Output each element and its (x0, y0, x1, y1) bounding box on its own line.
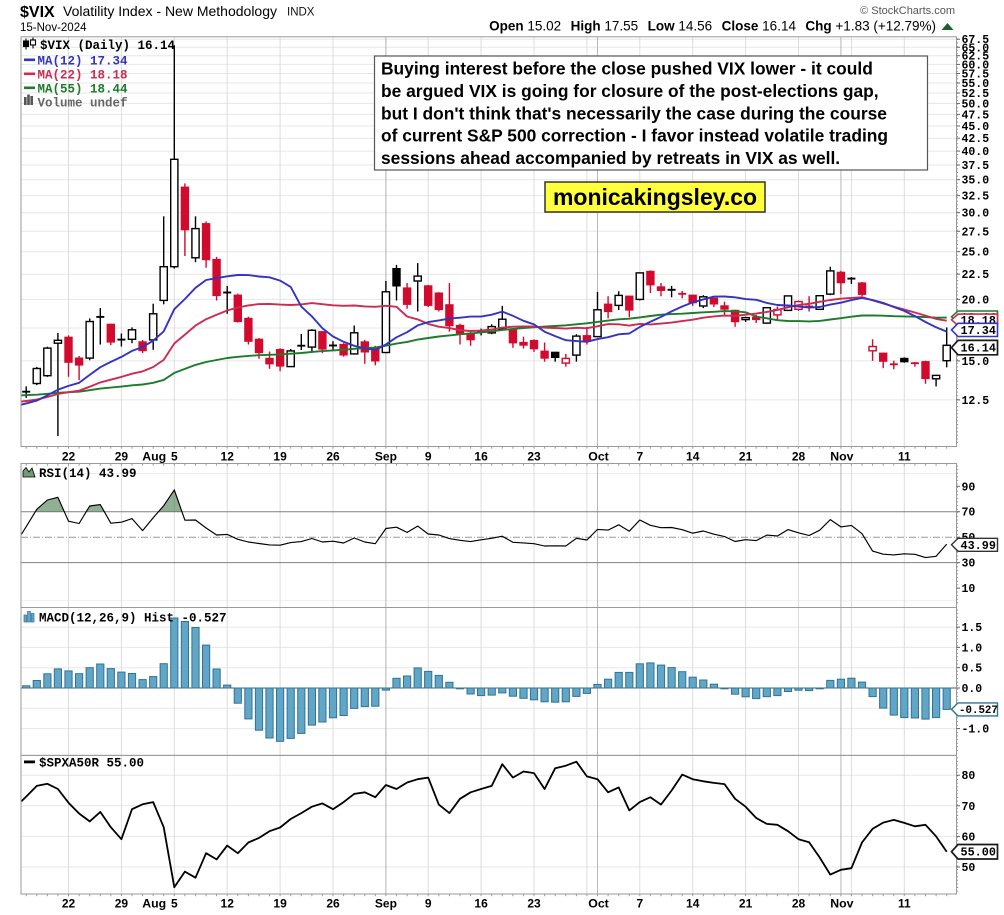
svg-text:16.14: 16.14 (961, 342, 996, 356)
svg-text:16: 16 (474, 897, 488, 911)
svg-text:11: 11 (898, 897, 911, 911)
svg-text:26: 26 (326, 450, 340, 464)
svg-text:90: 90 (962, 481, 976, 494)
svg-text:Aug: Aug (142, 450, 166, 464)
svg-text:19: 19 (273, 897, 287, 911)
svg-text:Sep: Sep (375, 450, 397, 464)
svg-text:RSI(14) 43.99: RSI(14) 43.99 (39, 467, 137, 481)
svg-text:7: 7 (636, 450, 643, 464)
svg-text:-1.0: -1.0 (962, 724, 990, 737)
svg-text:Oct: Oct (588, 897, 609, 911)
svg-text:Nov: Nov (830, 450, 853, 464)
svg-text:MACD(12,26,9) Hist -0.527: MACD(12,26,9) Hist -0.527 (39, 612, 227, 626)
svg-text:Volume undef: Volume undef (38, 97, 128, 111)
svg-text:$SPXA50R 55.00: $SPXA50R 55.00 (39, 757, 144, 771)
svg-text:70: 70 (962, 507, 976, 520)
svg-text:15.0: 15.0 (962, 356, 990, 369)
svg-text:26: 26 (326, 897, 340, 911)
svg-text:28: 28 (792, 450, 806, 464)
svg-text:5: 5 (171, 450, 178, 464)
svg-text:67.5: 67.5 (962, 34, 990, 47)
svg-text:11: 11 (898, 450, 911, 464)
svg-text:50.0: 50.0 (962, 98, 990, 111)
svg-text:1.5: 1.5 (962, 622, 983, 635)
svg-text:47.5: 47.5 (962, 109, 990, 122)
svg-text:9: 9 (425, 897, 432, 911)
svg-text:16: 16 (474, 450, 488, 464)
svg-text:57.5: 57.5 (962, 69, 990, 82)
svg-text:30.0: 30.0 (962, 208, 990, 221)
svg-text:9: 9 (425, 450, 432, 464)
svg-text:22.5: 22.5 (962, 269, 990, 282)
svg-text:23: 23 (527, 450, 541, 464)
svg-text:© StockCharts.com: © StockCharts.com (860, 5, 955, 17)
svg-text:7: 7 (636, 897, 643, 911)
svg-text:19: 19 (273, 450, 287, 464)
svg-text:sessions ahead accompanied by: sessions ahead accompanied by retreats i… (381, 148, 840, 168)
svg-text:14: 14 (686, 897, 700, 911)
svg-text:52.5: 52.5 (962, 88, 990, 101)
svg-text:14: 14 (686, 450, 700, 464)
svg-text:50: 50 (962, 862, 976, 875)
svg-text:MA(12) 17.34: MA(12) 17.34 (38, 55, 129, 69)
svg-text:60: 60 (962, 831, 976, 844)
svg-text:20.0: 20.0 (962, 294, 990, 307)
svg-text:$VIX: $VIX (20, 4, 55, 21)
svg-text:22: 22 (62, 450, 76, 464)
svg-text:28: 28 (792, 897, 806, 911)
svg-text:55.0: 55.0 (962, 78, 990, 91)
svg-text:43.99: 43.99 (961, 539, 996, 553)
svg-text:but I don't think that's neces: but I don't think that's necessarily the… (381, 103, 887, 123)
svg-text:62.5: 62.5 (962, 51, 990, 64)
svg-text:29: 29 (115, 450, 129, 464)
svg-text:monicakingsley.co: monicakingsley.co (553, 184, 757, 210)
svg-text:5: 5 (171, 897, 178, 911)
svg-text:80: 80 (962, 770, 976, 783)
svg-text:29: 29 (115, 897, 129, 911)
svg-text:MA(55) 18.44: MA(55) 18.44 (38, 83, 129, 97)
svg-text:15-Nov-2024: 15-Nov-2024 (20, 22, 87, 34)
svg-text:10: 10 (962, 583, 976, 596)
svg-text:Nov: Nov (830, 897, 853, 911)
svg-text:60.0: 60.0 (962, 59, 990, 72)
svg-text:35.0: 35.0 (962, 175, 990, 188)
svg-text:Open 15.02 High 17.55 Low 14: Open 15.02 High 17.55 Low 14.56 Close 16… (489, 19, 936, 34)
svg-text:be argued VIX is going for clo: be argued VIX is going for closure of th… (381, 81, 879, 101)
svg-text:Oct: Oct (588, 450, 609, 464)
svg-text:65.0: 65.0 (962, 42, 990, 55)
svg-text:$VIX (Daily) 16.14: $VIX (Daily) 16.14 (40, 39, 176, 53)
svg-text:Volatility Index - New Methodo: Volatility Index - New Methodology (63, 3, 277, 19)
svg-text:12: 12 (221, 450, 235, 464)
svg-text:37.5: 37.5 (962, 160, 990, 173)
svg-text:17.34: 17.34 (961, 324, 996, 338)
svg-text:30: 30 (962, 558, 976, 571)
svg-text:12.5: 12.5 (962, 395, 990, 408)
svg-text:MA(22) 18.18: MA(22) 18.18 (38, 69, 128, 83)
svg-text:Aug: Aug (142, 897, 166, 911)
svg-text:Buying interest before the clo: Buying interest before the close pushed … (381, 59, 873, 79)
svg-text:21: 21 (739, 897, 753, 911)
svg-text:42.5: 42.5 (962, 133, 990, 146)
svg-text:0.0: 0.0 (962, 683, 983, 696)
svg-text:INDX: INDX (287, 7, 315, 19)
svg-text:22: 22 (62, 897, 76, 911)
svg-text:27.5: 27.5 (962, 226, 990, 239)
svg-text:Sep: Sep (375, 897, 397, 911)
svg-text:25.0: 25.0 (962, 247, 990, 260)
svg-text:45.0: 45.0 (962, 121, 990, 134)
svg-text:21: 21 (739, 450, 753, 464)
svg-text:40.0: 40.0 (962, 146, 990, 159)
svg-text:0.5: 0.5 (962, 663, 983, 676)
svg-text:23: 23 (527, 897, 541, 911)
svg-text:of current S&P 500 correction: of current S&P 500 correction - I favor … (381, 126, 888, 146)
svg-text:70: 70 (962, 801, 976, 814)
svg-text:12: 12 (221, 897, 235, 911)
svg-text:1.0: 1.0 (962, 642, 983, 655)
svg-text:-0.527: -0.527 (959, 705, 998, 717)
svg-text:55.00: 55.00 (961, 846, 996, 860)
svg-text:32.5: 32.5 (962, 191, 990, 204)
